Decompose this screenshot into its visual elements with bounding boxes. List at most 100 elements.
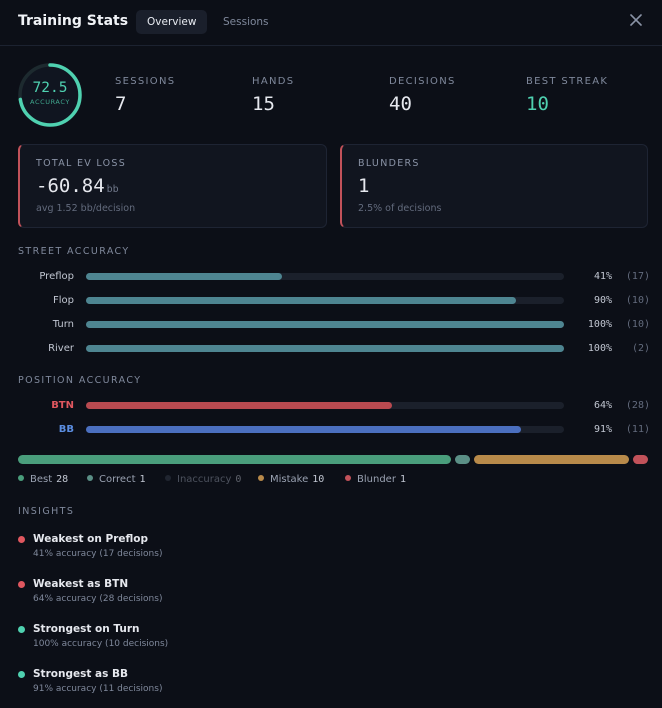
street-fill: [86, 297, 517, 304]
legend-dot: [258, 475, 264, 481]
page-title: Training Stats: [18, 13, 129, 29]
insight-dot: [18, 536, 25, 543]
stat-hands: HANDS 15: [252, 76, 294, 115]
insight-title: Weakest as BTN: [33, 578, 129, 590]
legend-name: Mistake: [270, 474, 309, 485]
insight-dot: [18, 671, 25, 678]
legend-mistake: Mistake 10: [258, 474, 324, 485]
stat-label: HANDS: [252, 76, 295, 87]
card-sub: 2.5% of decisions: [358, 203, 442, 214]
distribution-segment-correct: [454, 455, 471, 464]
legend-blunder: Blunder 1: [345, 474, 406, 485]
position-label-bb: BB: [58, 424, 74, 435]
street-track: [86, 273, 564, 280]
legend-count: 1: [139, 474, 146, 485]
street-fill: [86, 345, 564, 352]
card-value: -60.84 bb: [36, 175, 119, 197]
legend-dot: [87, 475, 93, 481]
position-accuracy-title: POSITION ACCURACY: [18, 375, 142, 386]
position-track: [86, 402, 564, 409]
accuracy-label: ACCURACY: [30, 98, 70, 106]
legend-count: 10: [312, 474, 325, 485]
position-count: (11): [625, 424, 650, 435]
accuracy-ring: [16, 61, 84, 129]
legend-dot: [345, 475, 351, 481]
stat-value: 15: [252, 93, 275, 115]
card-value: 1: [358, 175, 370, 197]
street-pct: 90%: [593, 295, 612, 306]
street-track: [86, 345, 564, 352]
street-count: (2): [631, 343, 650, 354]
position-fill: [86, 402, 392, 409]
insight-sub: 91% accuracy (11 decisions): [33, 684, 163, 694]
legend-count: 28: [56, 474, 69, 485]
tab-overview[interactable]: Overview: [136, 10, 208, 34]
stat-label: BEST STREAK: [526, 76, 609, 87]
card-sub: avg 1.52 bb/decision: [36, 203, 136, 214]
stat-value: 40: [389, 93, 412, 115]
street-fill: [86, 321, 564, 328]
card-label: TOTAL EV LOSS: [36, 158, 127, 169]
distribution-segment-mistake: [474, 455, 629, 464]
legend-correct: Correct 1: [87, 474, 146, 485]
insight-sub: 100% accuracy (10 decisions): [33, 639, 169, 649]
insight-sub: 41% accuracy (17 decisions): [33, 549, 163, 559]
street-label: Flop: [53, 295, 74, 306]
card-label: BLUNDERS: [358, 158, 420, 169]
blunders-card: BLUNDERS 1 2.5% of decisions: [340, 144, 648, 228]
ev-loss-value: -60.84: [36, 175, 105, 197]
street-pct: 100%: [587, 343, 612, 354]
insights-title: INSIGHTS: [18, 506, 75, 517]
distribution-segment-blunder: [632, 455, 648, 464]
position-fill: [86, 426, 521, 433]
legend-dot: [18, 475, 24, 481]
position-pct: 64%: [593, 400, 612, 411]
legend-name: Correct: [99, 474, 136, 485]
street-count: (10): [625, 295, 650, 306]
distribution-segment-best: [18, 455, 451, 464]
stat-decisions: DECISIONS 40: [389, 76, 456, 115]
legend-inaccuracy: Inaccuracy 0: [165, 474, 241, 485]
street-label: River: [48, 343, 74, 354]
street-count: (17): [625, 271, 650, 282]
position-label-btn: BTN: [51, 400, 74, 411]
insight-title: Strongest on Turn: [33, 623, 140, 635]
position-count: (28): [625, 400, 650, 411]
street-track: [86, 321, 564, 328]
stat-label: SESSIONS: [115, 76, 176, 87]
legend-name: Blunder: [357, 474, 396, 485]
stat-sessions: SESSIONS 7: [115, 76, 175, 115]
street-count: (10): [625, 319, 650, 330]
street-pct: 41%: [593, 271, 612, 282]
street-accuracy-title: STREET ACCURACY: [18, 246, 130, 257]
street-label: Preflop: [39, 271, 74, 282]
accuracy-value: 72.5: [32, 80, 68, 96]
legend-name: Best: [30, 474, 53, 485]
ev-loss-card: TOTAL EV LOSS -60.84 bb avg 1.52 bb/decis…: [18, 144, 327, 228]
street-fill: [86, 273, 282, 280]
legend-name: Inaccuracy: [177, 474, 232, 485]
street-track: [86, 297, 564, 304]
stat-label: DECISIONS: [389, 76, 456, 87]
legend-best: Best 28: [18, 474, 68, 485]
legend-count: 1: [399, 474, 406, 485]
position-track: [86, 426, 564, 433]
insight-dot: [18, 581, 25, 588]
insight-title: Weakest on Preflop: [33, 533, 149, 545]
ev-loss-unit: bb: [106, 184, 119, 195]
insight-dot: [18, 626, 25, 633]
legend-dot: [165, 475, 171, 481]
tab-sessions[interactable]: Sessions: [223, 16, 269, 28]
stat-value: 7: [115, 93, 127, 115]
accuracy-ring-arc: [18, 63, 82, 127]
header: Training Stats Overview Sessions: [0, 0, 662, 46]
position-pct: 91%: [593, 424, 612, 435]
stat-value: 10: [526, 93, 549, 115]
street-label: Turn: [52, 319, 74, 330]
legend-count: 0: [235, 474, 242, 485]
insight-sub: 64% accuracy (28 decisions): [33, 594, 163, 604]
insight-title: Strongest as BB: [33, 668, 129, 680]
close-icon[interactable]: [628, 12, 644, 28]
street-pct: 100%: [587, 319, 612, 330]
stat-best-streak: BEST STREAK 10: [526, 76, 608, 115]
